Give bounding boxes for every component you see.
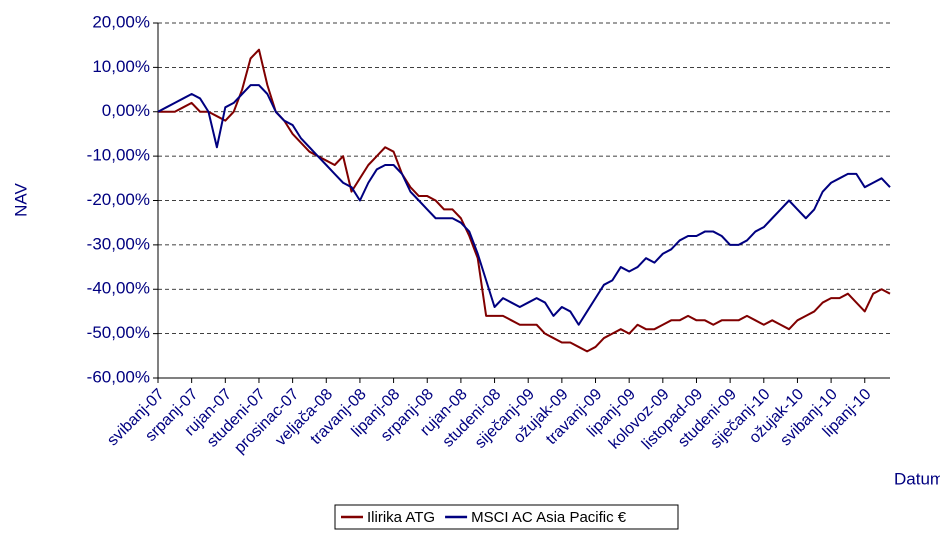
y-tick-label: 10,00% (92, 57, 150, 76)
y-tick-label: 0,00% (102, 101, 150, 120)
y-tick-label: -10,00% (87, 146, 150, 165)
legend-label: MSCI AC Asia Pacific € (471, 509, 627, 526)
y-tick-label: -30,00% (87, 234, 150, 253)
y-tick-label: -40,00% (87, 279, 150, 298)
y-axis-label: NAV (11, 182, 30, 216)
x-axis-label: Datum (894, 469, 940, 488)
legend-box (334, 504, 679, 530)
y-tick-label: 20,00% (92, 12, 150, 31)
legend: Ilirika ATG MSCI AC Asia Pacific € (334, 504, 679, 530)
y-tick-label: -50,00% (87, 323, 150, 342)
line-series (157, 84, 891, 326)
y-tick-label: -60,00% (87, 367, 150, 386)
y-tick-label: -20,00% (87, 190, 150, 209)
legend-label: Ilirika ATG (367, 509, 435, 526)
